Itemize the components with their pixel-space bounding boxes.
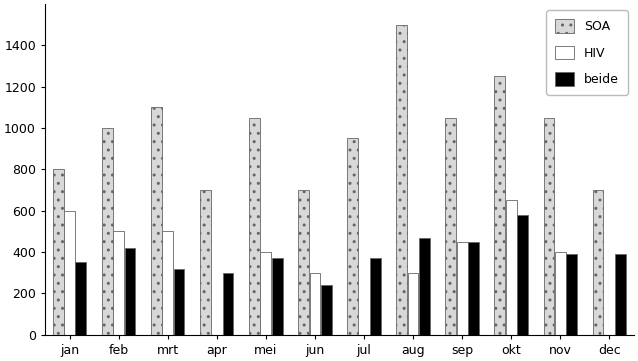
Bar [445, 118, 456, 335]
Bar [309, 273, 320, 335]
Bar [272, 258, 283, 335]
Bar [370, 258, 381, 335]
Bar [174, 269, 184, 335]
Bar [544, 118, 554, 335]
Bar [517, 215, 528, 335]
Bar [566, 254, 577, 335]
Bar [298, 190, 309, 335]
Bar [75, 262, 86, 335]
Bar [593, 190, 604, 335]
Bar [260, 252, 271, 335]
Bar [200, 190, 211, 335]
Bar [114, 231, 124, 335]
Bar [457, 242, 468, 335]
Bar [506, 200, 517, 335]
Bar [162, 231, 173, 335]
Bar [347, 139, 358, 335]
Bar [615, 254, 626, 335]
Bar [408, 273, 419, 335]
Bar [396, 25, 407, 335]
Bar [53, 169, 64, 335]
Bar [223, 273, 234, 335]
Bar [102, 128, 113, 335]
Bar [321, 285, 332, 335]
Legend: SOA, HIV, beide: SOA, HIV, beide [547, 10, 628, 95]
Bar [468, 242, 478, 335]
Bar [124, 248, 135, 335]
Bar [151, 108, 162, 335]
Bar [64, 211, 75, 335]
Bar [419, 238, 430, 335]
Bar [555, 252, 566, 335]
Bar [494, 77, 505, 335]
Bar [249, 118, 260, 335]
